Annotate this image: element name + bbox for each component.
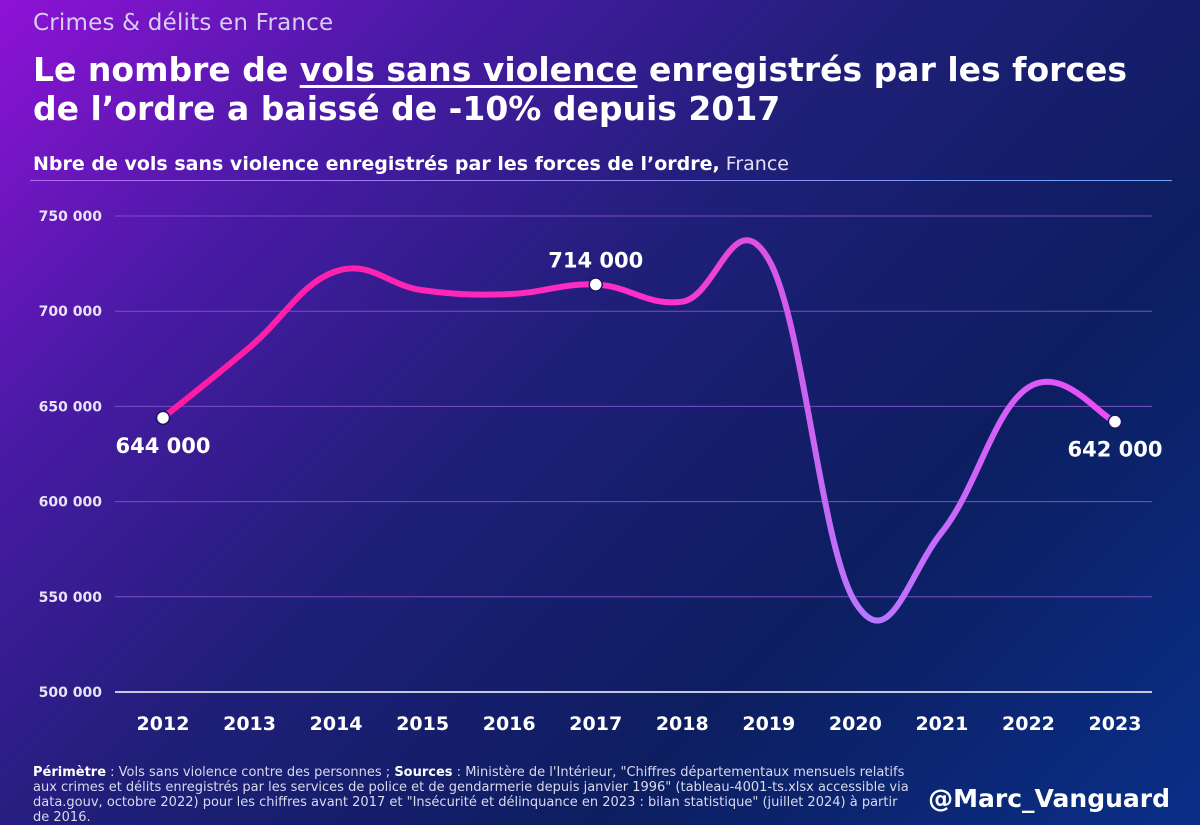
headline: Le nombre de vols sans violence enregist… [33,50,1173,128]
data-point-marker [155,410,171,426]
x-tick-label: 2015 [396,713,449,735]
data-label: 644 000 [116,434,211,458]
data-point-marker [588,277,603,292]
data-points [155,277,1123,429]
x-axis-ticks: 2012 2013 2014 2015 2016 2017 2018 2019 2020 2021… [137,713,1142,735]
data-label: 642 000 [1068,438,1163,462]
x-tick-label: 2016 [483,713,536,735]
data-label: 714 000 [548,249,643,273]
x-tick-label: 2012 [137,713,190,735]
data-labels: 644 000 714 000 642 000 [116,249,1163,462]
kicker: Crimes & délits en France [33,10,334,36]
x-tick-label: 2020 [829,713,882,735]
x-tick-label: 2023 [1089,713,1142,735]
data-point-marker [1107,414,1123,429]
x-tick-label: 2018 [656,713,709,735]
footnote-perimetre-label: Périmètre [33,765,107,780]
headline-pre: Le nombre de [33,50,300,89]
x-tick-label: 2014 [310,713,363,735]
x-tick-label: 2017 [569,713,622,735]
footnote-sources-label: Sources [394,765,453,780]
y-tick-label: 650 000 [39,399,103,415]
y-tick-label: 500 000 [39,685,103,701]
headline-post: enregistrés par les forces de l’ordre a … [33,50,1128,128]
subtitle-divider [30,180,1172,181]
y-axis-ticks: 500 000 550 000 600 000 650 000 700 000 750 0… [39,209,103,701]
y-tick-label: 600 000 [39,495,103,511]
footnote-sources-text: : Ministère de l'Intérieur, "Chiffres dé… [33,765,909,825]
footnote: Périmètre : Vols sans violence contre de… [33,765,913,825]
x-tick-label: 2019 [742,713,795,735]
author-handle: @Marc_Vanguard [928,784,1170,813]
line-chart: 500 000 550 000 600 000 650 000 700 000 750 0… [39,209,1163,735]
subtitle-region: France [719,153,789,175]
y-tick-label: 750 000 [39,209,103,225]
chart-subtitle: Nbre de vols sans violence enregistrés p… [33,153,789,175]
subtitle-main: Nbre de vols sans violence enregistrés p… [33,153,720,175]
headline-highlight: vols sans violence [299,50,638,89]
x-tick-label: 2021 [915,713,968,735]
y-tick-label: 700 000 [39,304,103,320]
x-tick-label: 2013 [223,713,276,735]
series-line [160,237,1118,624]
footnote-perimetre-text: : Vols sans violence contre des personne… [106,765,395,780]
grid-layer [115,215,1152,693]
x-tick-label: 2022 [1002,713,1055,735]
y-tick-label: 550 000 [39,590,103,606]
